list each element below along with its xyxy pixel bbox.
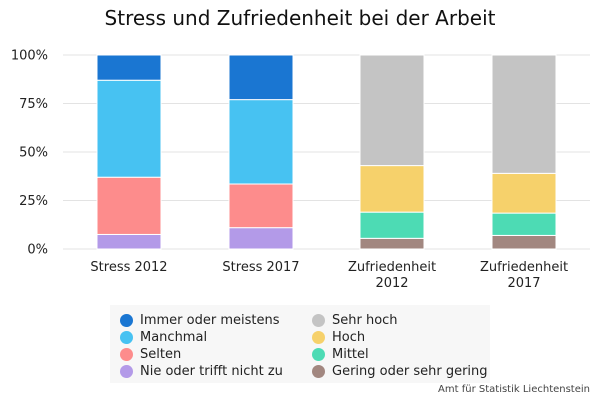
legend-item: Nie oder trifft nicht zu <box>120 363 312 380</box>
bar-segment <box>359 237 425 250</box>
legend-item: Sehr hoch <box>312 312 492 329</box>
legend-swatch <box>312 331 325 344</box>
bar-segment <box>96 176 162 235</box>
legend-label: Hoch <box>332 330 366 345</box>
legend-swatch <box>312 348 325 361</box>
bar-segment <box>228 227 294 250</box>
bar-segment <box>96 79 162 178</box>
y-tick-label: 75% <box>19 97 48 112</box>
y-tick-label: 0% <box>27 243 48 258</box>
legend-label: Manchmal <box>140 330 208 345</box>
legend-label: Sehr hoch <box>332 313 398 328</box>
legend-swatch <box>312 365 325 378</box>
legend-swatch <box>120 314 133 327</box>
x-category-label: Zufriedenheit 2017 <box>480 260 568 291</box>
legend-label: Mittel <box>332 347 369 362</box>
legend-item: Immer oder meistens <box>120 312 312 329</box>
legend-swatch <box>312 314 325 327</box>
legend-item: Selten <box>120 346 312 363</box>
y-tick-label: 25% <box>19 194 48 209</box>
bar-segment <box>228 183 294 229</box>
x-category-label: Zufriedenheit 2012 <box>348 260 436 291</box>
chart-title: Stress und Zufriedenheit bei der Arbeit <box>104 6 496 30</box>
legend-item: Mittel <box>312 346 492 363</box>
legend-item: Gering oder sehr gering <box>312 363 492 380</box>
bar-segment <box>359 54 425 167</box>
legend-label: Immer oder meistens <box>140 313 280 328</box>
x-category-label: Stress 2017 <box>222 260 299 275</box>
legend-swatch <box>120 365 133 378</box>
y-tick-label: 100% <box>11 49 48 64</box>
bar-segment <box>228 99 294 185</box>
legend-label: Gering oder sehr gering <box>332 364 488 379</box>
legend-swatch <box>120 331 133 344</box>
bar-layer <box>96 54 557 250</box>
bar-segment <box>491 234 557 250</box>
legend-swatch <box>120 348 133 361</box>
axis-layer: 0% 25% 50% 75% 100% Stress 2012 Stress 2017 Zuf… <box>11 49 568 292</box>
legend-label: Nie oder trifft nicht zu <box>140 364 283 379</box>
legend-item: Hoch <box>312 329 492 346</box>
source-note: Amt für Statistik Liechtenstein <box>438 384 590 395</box>
bar-segment <box>491 212 557 236</box>
bar-segment <box>359 165 425 213</box>
legend: Immer oder meistens Manchmal Selten Nie ode… <box>110 305 490 383</box>
legend-item: Manchmal <box>120 329 312 346</box>
bar-segment <box>359 211 425 239</box>
bar-segment <box>491 172 557 214</box>
legend-label: Selten <box>140 347 182 362</box>
bar-segment <box>96 233 162 250</box>
bar-segment <box>96 54 162 81</box>
y-tick-label: 50% <box>19 146 48 161</box>
bar-segment <box>228 54 294 101</box>
bar-segment <box>491 54 557 174</box>
x-category-label: Stress 2012 <box>90 260 167 275</box>
